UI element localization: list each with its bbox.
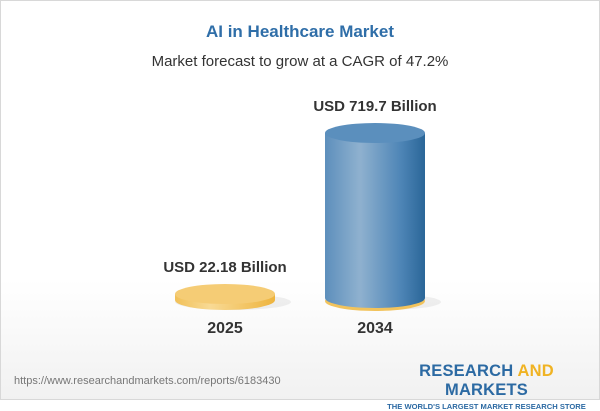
chart-area: USD 22.18 Billion 2025 USD 719.7 Billion 20… [163, 98, 441, 337]
category-label: 2034 [357, 320, 393, 337]
bar-2025-top [175, 284, 275, 304]
data-label: USD 22.18 Billion [163, 259, 286, 276]
research-and-markets-logo: RESEARCH AND MARKETS THE WORLD'S LARGEST… [387, 362, 586, 411]
chart-title: AI in Healthcare Market [205, 22, 394, 41]
source-url[interactable]: https://www.researchandmarkets.com/repor… [14, 375, 281, 387]
bar-2034-top [325, 123, 425, 143]
bar-2034-body [325, 133, 425, 308]
data-label: USD 719.7 Billion [313, 98, 436, 115]
chart-subtitle: Market forecast to grow at a CAGR of 47.… [151, 53, 449, 70]
category-label: 2025 [207, 320, 243, 337]
